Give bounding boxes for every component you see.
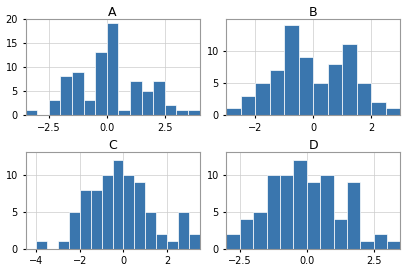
Bar	[69, 212, 80, 249]
Bar	[266, 175, 279, 249]
Bar	[240, 96, 255, 115]
Bar	[346, 182, 359, 249]
Bar	[386, 241, 399, 249]
Bar	[269, 70, 284, 115]
Bar	[373, 234, 386, 249]
Bar	[371, 102, 385, 115]
Bar	[145, 212, 156, 249]
Bar	[176, 110, 188, 115]
Bar	[188, 110, 199, 115]
Bar	[188, 234, 199, 249]
Bar	[284, 25, 298, 115]
Title: D: D	[308, 140, 318, 153]
Bar	[91, 190, 102, 249]
Title: C: C	[108, 140, 117, 153]
Bar	[255, 83, 269, 115]
Title: B: B	[308, 5, 317, 18]
Bar	[164, 105, 176, 115]
Bar	[141, 91, 153, 115]
Bar	[107, 23, 118, 115]
Bar	[95, 52, 107, 115]
Bar	[134, 182, 145, 249]
Bar	[226, 109, 240, 115]
Bar	[313, 83, 327, 115]
Bar	[49, 100, 60, 115]
Bar	[226, 234, 239, 249]
Bar	[177, 212, 188, 249]
Bar	[385, 109, 399, 115]
Bar	[36, 241, 47, 249]
Bar	[359, 241, 373, 249]
Bar	[58, 241, 69, 249]
Bar	[341, 44, 356, 115]
Bar	[306, 182, 319, 249]
Bar	[72, 72, 83, 115]
Bar	[356, 83, 371, 115]
Bar	[293, 160, 306, 249]
Bar	[279, 175, 293, 249]
Bar	[118, 110, 130, 115]
Bar	[156, 234, 166, 249]
Bar	[123, 175, 134, 249]
Bar	[83, 100, 95, 115]
Title: A: A	[108, 5, 117, 18]
Bar	[166, 241, 177, 249]
Bar	[112, 160, 123, 249]
Bar	[153, 81, 164, 115]
Bar	[130, 81, 141, 115]
Bar	[319, 175, 333, 249]
Bar	[333, 219, 346, 249]
Bar	[80, 190, 91, 249]
Bar	[253, 212, 266, 249]
Bar	[327, 63, 341, 115]
Bar	[239, 219, 253, 249]
Bar	[60, 76, 72, 115]
Bar	[26, 110, 37, 115]
Bar	[102, 175, 112, 249]
Bar	[298, 57, 313, 115]
